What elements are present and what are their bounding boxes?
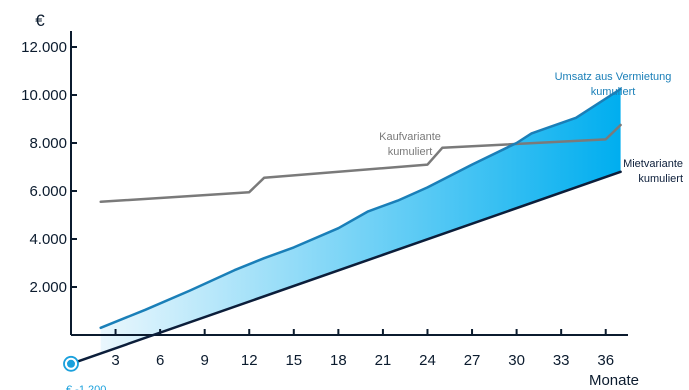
series-line-purchase	[99, 123, 622, 204]
label-purchase-line: kumuliert	[388, 146, 433, 158]
label-purchase-line: Kaufvariante	[379, 131, 441, 143]
series-line-rent	[69, 170, 622, 366]
start-marker-label: € -1.200	[66, 384, 106, 390]
x-tick-label: 9	[201, 352, 209, 369]
x-tick-label: 21	[375, 352, 392, 369]
y-tick-label: 10.000	[21, 87, 67, 104]
label-rent-line: kumuliert	[638, 173, 683, 185]
y-tick-label: 2.000	[29, 279, 67, 296]
x-tick-label: 6	[156, 352, 164, 369]
y-tick-label: 8.000	[29, 135, 67, 152]
start-marker-dot	[67, 359, 75, 368]
x-tick-label: 36	[597, 352, 614, 369]
x-tick-label: 30	[508, 352, 525, 369]
y-tick-label: 12.000	[21, 39, 67, 56]
x-tick-label: 18	[330, 352, 347, 369]
y-tick-label: 4.000	[29, 231, 67, 248]
series-line-rental-income	[99, 87, 622, 330]
label-rental-income-line: Umsatz aus Vermietung	[555, 71, 672, 83]
label-rent: Mietvariante kumuliert	[623, 158, 683, 185]
y-tick-label: 6.000	[29, 183, 67, 200]
x-tick-label: 24	[419, 352, 436, 369]
label-rental-income-line: kumuliert	[591, 86, 636, 98]
x-tick-label: 3	[111, 352, 119, 369]
profit-area	[100, 89, 621, 354]
label-rent-line: Mietvariante	[623, 158, 683, 170]
label-purchase: Kaufvariante kumuliert	[379, 131, 441, 158]
x-tick-label: 33	[553, 352, 570, 369]
x-tick-label: 12	[241, 352, 258, 369]
x-tick-label: 15	[285, 352, 302, 369]
label-rental-income: Umsatz aus Vermietung kumuliert	[555, 71, 672, 98]
y-axis-unit: €	[35, 11, 45, 30]
x-tick-label: 27	[464, 352, 481, 369]
x-axis-label: Monate	[589, 372, 639, 389]
